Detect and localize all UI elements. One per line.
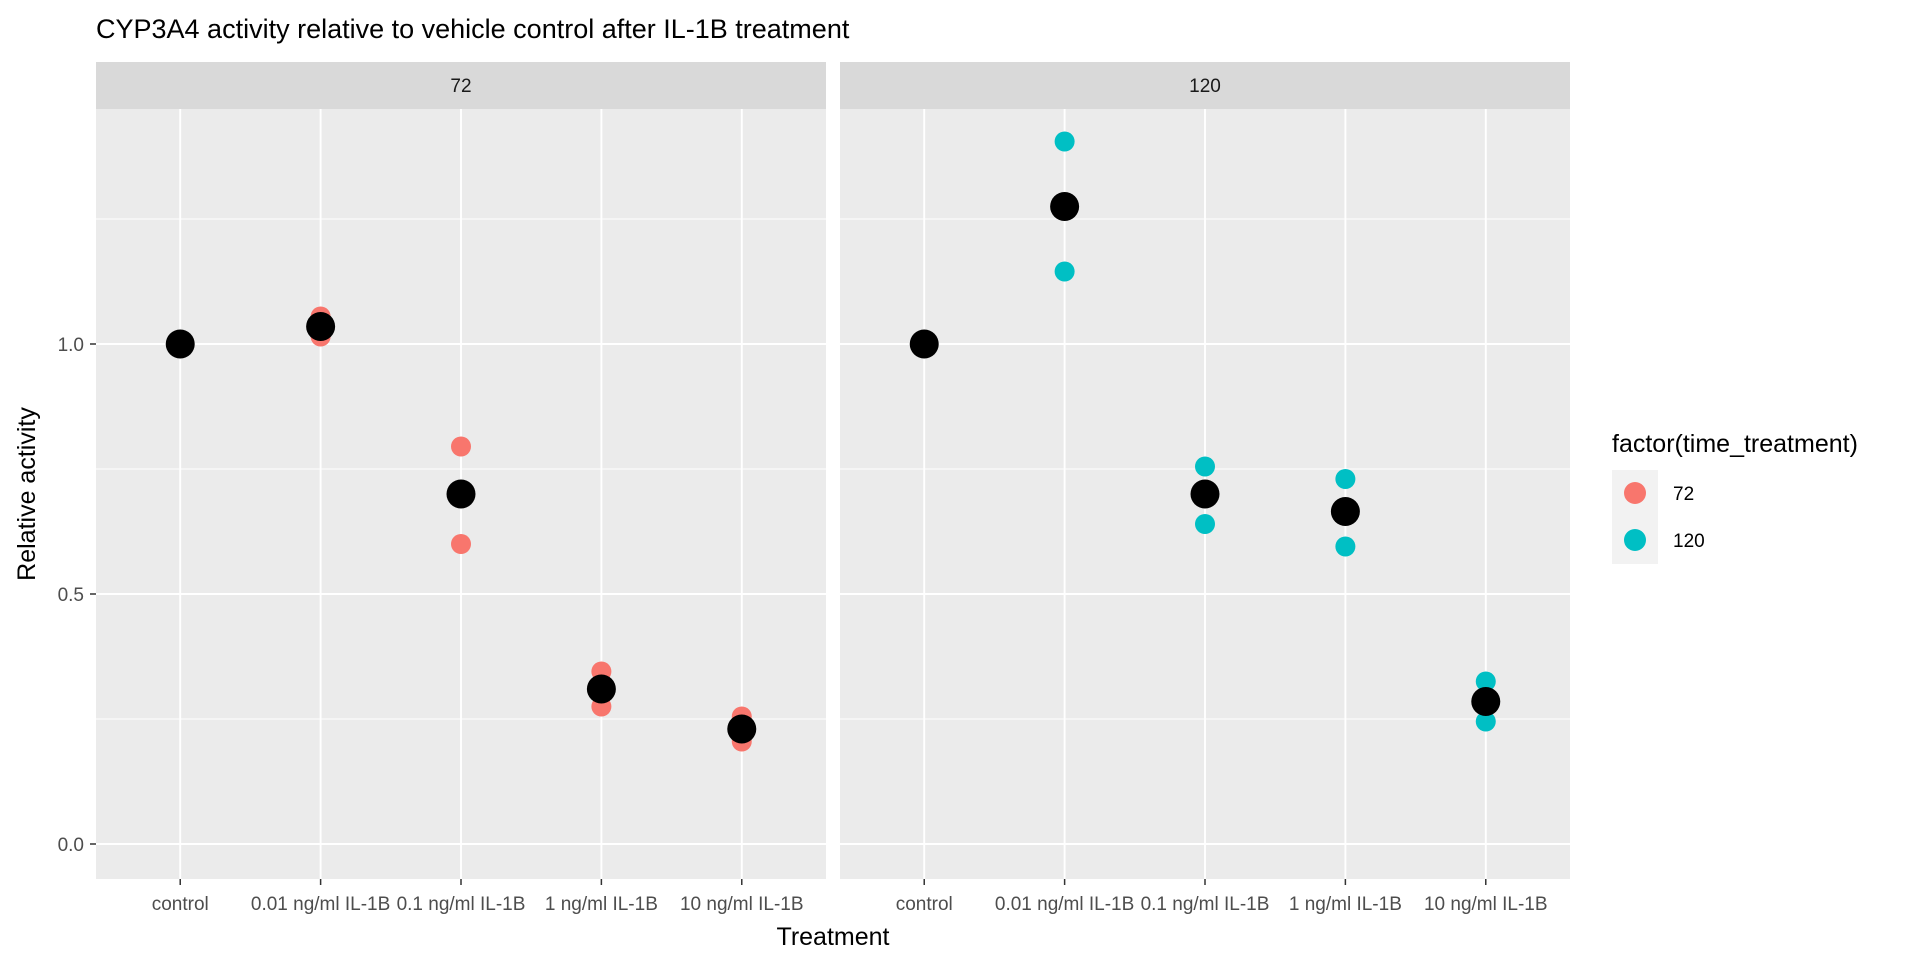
data-point — [451, 534, 471, 554]
data-point — [1054, 261, 1075, 282]
x-tick-label: 0.1 ng/ml IL-1B — [1141, 894, 1270, 915]
y-tick-label: 0.5 — [58, 585, 84, 606]
facet-strip-label-120: 120 — [1189, 76, 1221, 97]
x-tick-label: 1 ng/ml IL-1B — [1289, 894, 1402, 915]
mean-point — [727, 714, 757, 744]
x-tick-label: 1 ng/ml IL-1B — [545, 894, 658, 915]
data-point — [1475, 671, 1496, 692]
data-point — [1195, 514, 1215, 534]
x-tick-label: control — [152, 894, 209, 915]
y-axis-title: Relative activity — [13, 407, 41, 581]
y-axis: 0.0 0.5 1.0 — [58, 335, 96, 856]
panel-marks-72 — [165, 306, 757, 752]
data-point — [1335, 536, 1356, 557]
facet-strip-72 — [96, 62, 826, 109]
legend-key-120 — [1624, 529, 1646, 551]
x-tick-label: control — [896, 894, 953, 915]
mean-point — [446, 479, 476, 509]
data-point — [451, 436, 471, 457]
mean-point — [306, 312, 336, 341]
legend-label-120: 120 — [1673, 531, 1705, 552]
x-tick-label: 0.01 ng/ml IL-1B — [995, 894, 1134, 915]
mean-point — [586, 674, 616, 704]
facet-panel-72: 72 control 0.01 ng/ml IL-1B 0.1 ng/ml IL-1… — [96, 62, 826, 915]
legend-label-72: 72 — [1673, 484, 1694, 505]
x-tick-label: 10 ng/ml IL-1B — [1424, 894, 1548, 915]
legend: factor(time_treatment) 72 120 — [1612, 430, 1858, 564]
x-tick-label: 10 ng/ml IL-1B — [680, 894, 804, 915]
x-axis-title: Treatment — [776, 923, 889, 951]
facet-panel-120: 120 control 0.01 ng/ml IL-1B 0.1 ng/ml IL-… — [840, 62, 1570, 915]
panel-grid-120 — [840, 109, 1570, 879]
panel-x-tick-labels-72: control 0.01 ng/ml IL-1B 0.1 ng/ml IL-1B 1 … — [152, 879, 804, 915]
mean-point — [1330, 497, 1360, 526]
data-point — [1195, 456, 1215, 477]
x-tick-label: 0.01 ng/ml IL-1B — [251, 894, 390, 915]
facet-strip-120 — [840, 62, 1570, 109]
x-tick-label: 0.1 ng/ml IL-1B — [397, 894, 526, 915]
facet-strip-label-72: 72 — [450, 76, 471, 97]
data-point — [1475, 711, 1496, 732]
mean-point — [1471, 687, 1501, 716]
data-point — [1054, 131, 1075, 152]
panel-marks-120 — [909, 131, 1501, 732]
legend-key-72 — [1624, 482, 1646, 504]
data-point — [1335, 469, 1356, 489]
panel-x-tick-labels-120: control 0.01 ng/ml IL-1B 0.1 ng/ml IL-1B 1 … — [896, 879, 1548, 915]
mean-point — [165, 329, 195, 359]
mean-point — [909, 329, 939, 359]
y-tick-label: 1.0 — [58, 335, 84, 356]
mean-point — [1190, 479, 1220, 509]
legend-title: factor(time_treatment) — [1612, 430, 1858, 458]
chart-title: CYP3A4 activity relative to vehicle cont… — [96, 14, 850, 44]
mean-point — [1050, 192, 1080, 221]
y-tick-label: 0.0 — [58, 835, 84, 856]
